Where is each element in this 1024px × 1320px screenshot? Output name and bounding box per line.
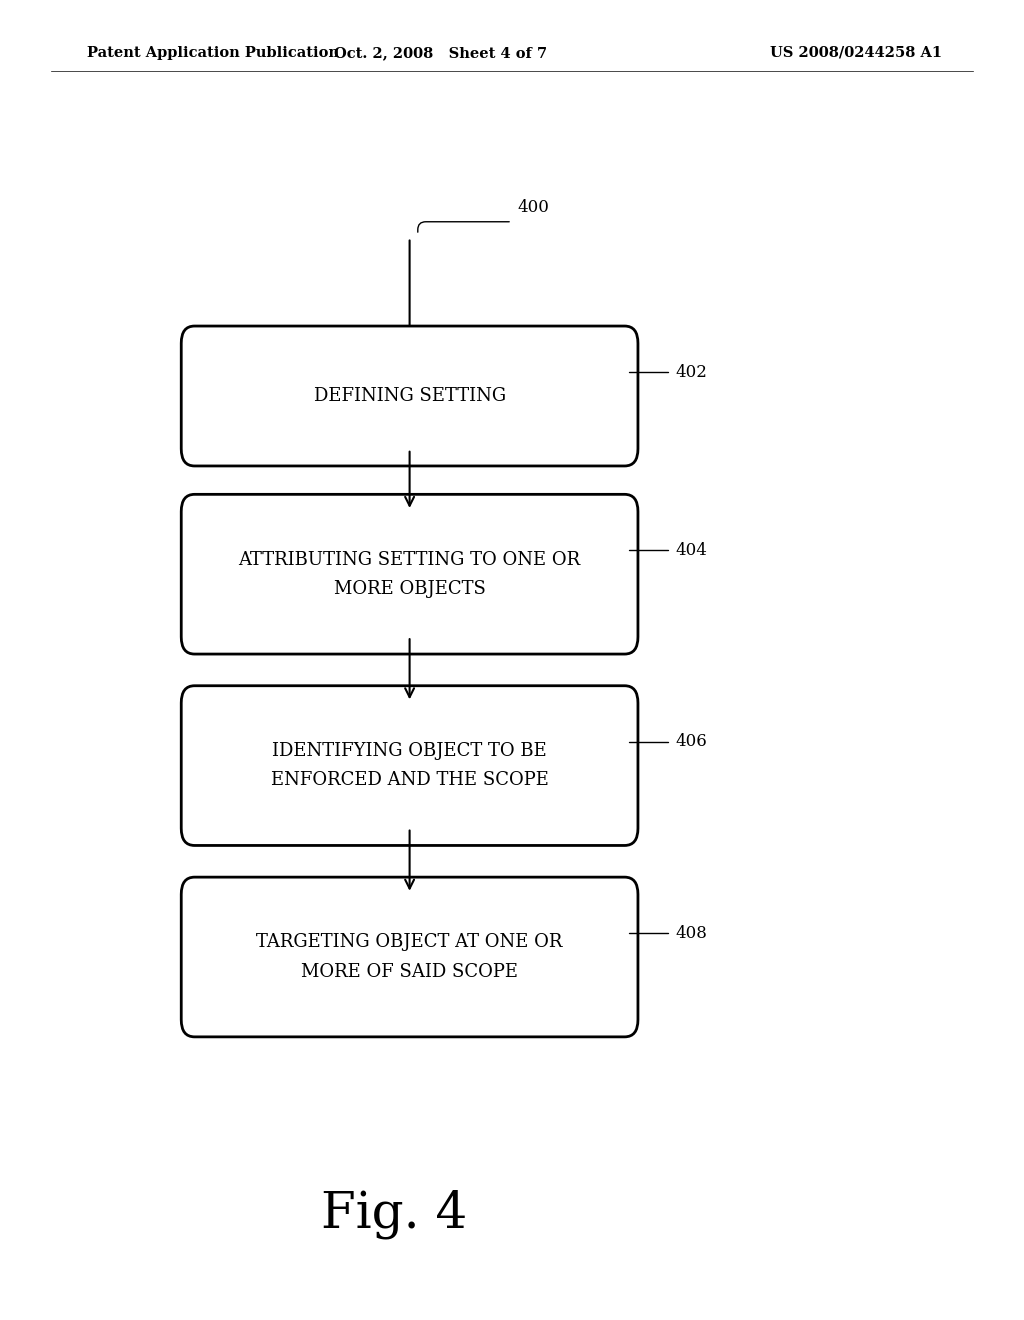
Text: ATTRIBUTING SETTING TO ONE OR: ATTRIBUTING SETTING TO ONE OR (239, 550, 581, 569)
Text: MORE OF SAID SCOPE: MORE OF SAID SCOPE (301, 962, 518, 981)
FancyBboxPatch shape (181, 876, 638, 1038)
Text: Oct. 2, 2008   Sheet 4 of 7: Oct. 2, 2008 Sheet 4 of 7 (334, 46, 547, 59)
Text: US 2008/0244258 A1: US 2008/0244258 A1 (770, 46, 942, 59)
Text: TARGETING OBJECT AT ONE OR: TARGETING OBJECT AT ONE OR (256, 933, 563, 952)
Text: Fig. 4: Fig. 4 (322, 1189, 467, 1239)
FancyBboxPatch shape (181, 495, 638, 655)
Text: MORE OBJECTS: MORE OBJECTS (334, 579, 485, 598)
Text: 406: 406 (676, 734, 708, 750)
Text: IDENTIFYING OBJECT TO BE: IDENTIFYING OBJECT TO BE (272, 742, 547, 760)
Text: 404: 404 (676, 543, 708, 558)
Text: ENFORCED AND THE SCOPE: ENFORCED AND THE SCOPE (270, 771, 549, 789)
Text: 400: 400 (517, 199, 549, 216)
Text: 402: 402 (676, 364, 708, 380)
FancyBboxPatch shape (181, 686, 638, 846)
FancyBboxPatch shape (181, 326, 638, 466)
Text: DEFINING SETTING: DEFINING SETTING (313, 387, 506, 405)
Text: Patent Application Publication: Patent Application Publication (87, 46, 339, 59)
Text: 408: 408 (676, 925, 708, 941)
